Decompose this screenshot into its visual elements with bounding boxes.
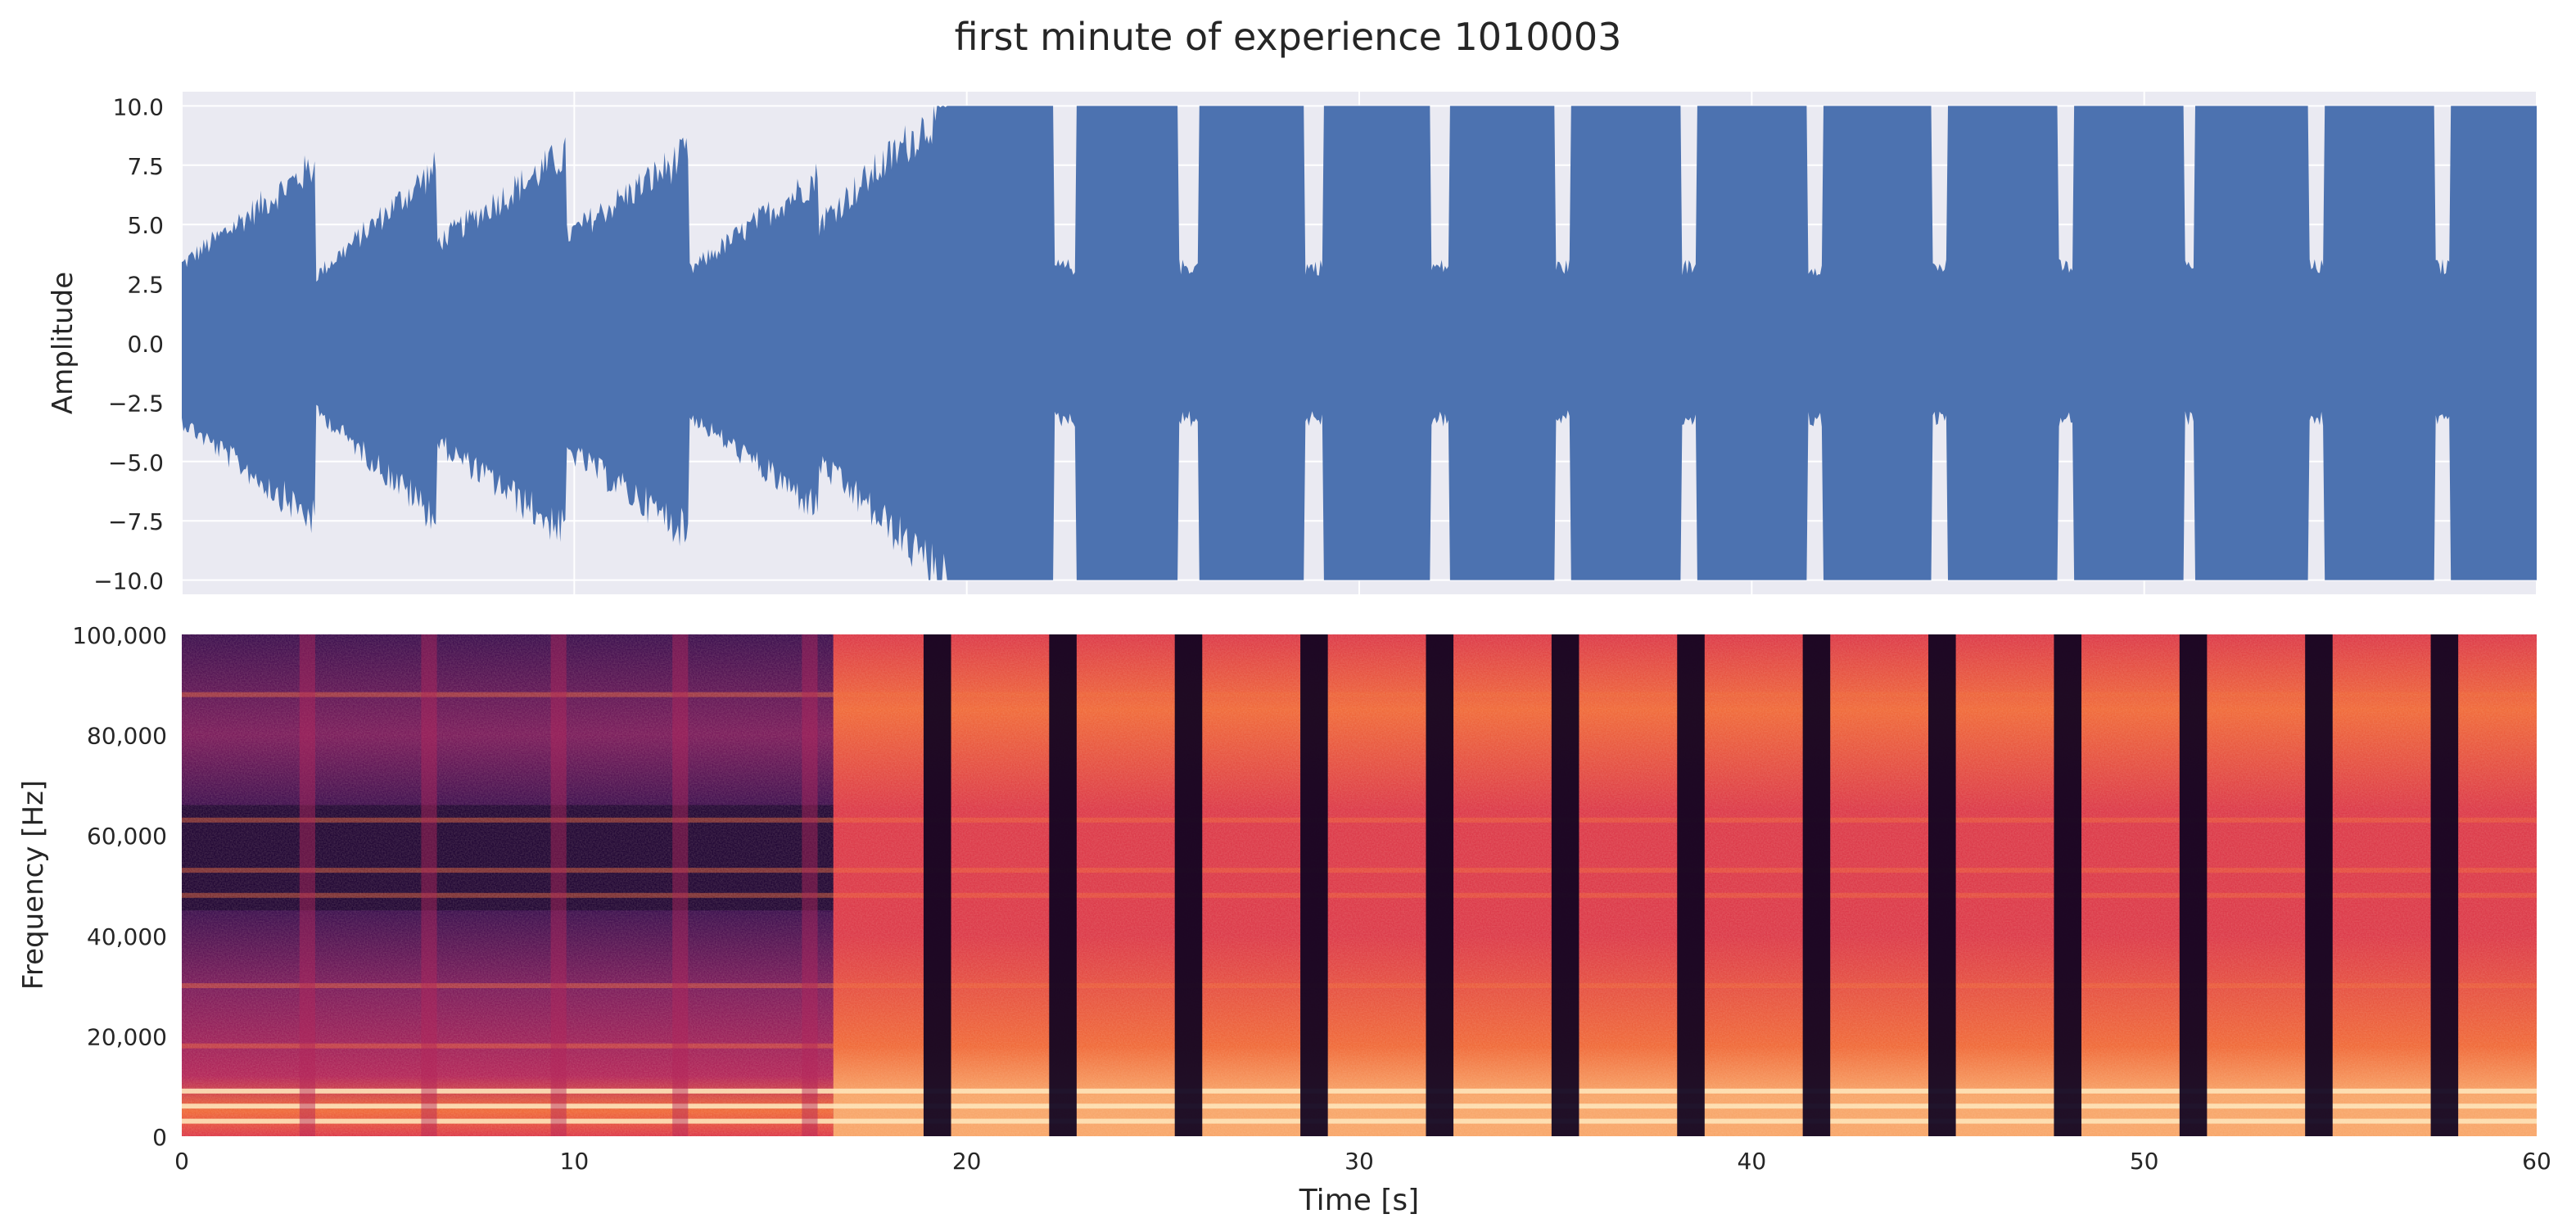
spectrogram-x-tick-label: 10 <box>560 1148 590 1175</box>
spectrogram-dark-band-12 <box>1802 634 1831 1136</box>
spectrogram-dark-band-15 <box>2179 634 2208 1136</box>
waveform-y-tick-label: 7.5 <box>127 153 164 180</box>
spectrogram-dark-band-5 <box>923 634 951 1136</box>
spectrogram-y-axis-label: Frequency [Hz] <box>17 780 50 990</box>
waveform-y-axis-label: Amplitude <box>47 272 79 414</box>
spectrogram-dark-band-3 <box>672 634 689 1136</box>
spectrogram-dark-band-4 <box>802 634 818 1136</box>
spectrogram-y-ticks: 0 20,000 40,000 60,000 80,000 100,000 <box>72 622 167 1151</box>
spectrogram-x-ticks: 0 10 20 30 40 50 60 <box>174 1148 2551 1175</box>
spectrogram-dark-band-1 <box>421 634 437 1136</box>
spectrogram-x-axis-label: Time [s] <box>1299 1184 1419 1217</box>
spectrogram-y-tick-label: 20,000 <box>87 1023 167 1050</box>
spectrogram-dark-band-16 <box>2305 634 2333 1136</box>
spectrogram-dark-band-11 <box>1677 634 1705 1136</box>
waveform-y-tick-label: −7.5 <box>108 508 164 535</box>
spectrogram-y-tick-label: 40,000 <box>87 923 167 950</box>
spectrogram-y-tick-label: 60,000 <box>87 823 167 850</box>
waveform-y-ticks: −10.0 −7.5 −5.0 −2.5 0.0 2.5 5.0 7.5 10.0 <box>93 93 164 594</box>
spectrogram-x-tick-label: 40 <box>1738 1148 1767 1175</box>
spectrogram-y-tick-label: 0 <box>152 1124 167 1151</box>
spectrogram-dark-band-0 <box>299 634 315 1136</box>
waveform-y-tick-label: 5.0 <box>127 212 164 239</box>
spectrogram-x-tick-label: 20 <box>952 1148 982 1175</box>
spectrogram-dark-band-6 <box>1049 634 1077 1136</box>
spectrogram-y-tick-label: 80,000 <box>87 723 167 750</box>
waveform-series <box>182 106 2537 580</box>
spectrogram-dark-band-17 <box>2430 634 2459 1136</box>
spectrogram-x-tick-label: 30 <box>1344 1148 1374 1175</box>
waveform-y-tick-label: 2.5 <box>127 272 164 299</box>
waveform-y-tick-label: 0.0 <box>127 331 164 358</box>
spectrogram-y-tick-label: 100,000 <box>72 622 167 649</box>
spectrogram-dark-band-2 <box>550 634 567 1136</box>
spectrogram-x-tick-label: 60 <box>2522 1148 2551 1175</box>
figure-title: first minute of experience 1010003 <box>954 15 1622 59</box>
spectrogram-dark-band-10 <box>1551 634 1579 1136</box>
waveform-y-tick-label: −2.5 <box>108 390 164 417</box>
spectrogram-dark-bands <box>299 634 2459 1136</box>
spectrogram-dark-band-7 <box>1174 634 1203 1136</box>
spectrogram-x-tick-label: 0 <box>174 1148 189 1175</box>
waveform-panel: −10.0 −7.5 −5.0 −2.5 0.0 2.5 5.0 7.5 10.0 Amplit… <box>47 92 2538 595</box>
spectrogram-panel: 0 20,000 40,000 60,000 80,000 100,000 0 10 20 30… <box>17 622 2551 1217</box>
spectrogram-noise-texture <box>182 634 2537 1136</box>
spectrogram-dark-band-9 <box>1426 634 1454 1136</box>
spectrogram-dark-band-8 <box>1300 634 1328 1136</box>
waveform-y-tick-label: −10.0 <box>93 568 164 595</box>
waveform-y-tick-label: 10.0 <box>113 93 164 120</box>
spectrogram-dark-band-13 <box>1928 634 1956 1136</box>
spectrogram-x-tick-label: 50 <box>2130 1148 2159 1175</box>
spectrogram-dark-band-14 <box>2054 634 2081 1136</box>
waveform-y-tick-label: −5.0 <box>108 449 164 476</box>
